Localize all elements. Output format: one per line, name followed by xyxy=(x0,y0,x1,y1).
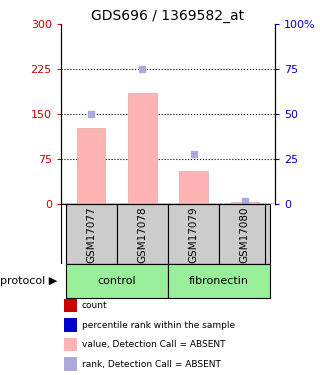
Text: control: control xyxy=(98,276,136,286)
Point xyxy=(191,151,196,157)
Text: GSM17077: GSM17077 xyxy=(86,206,96,262)
Bar xyxy=(180,171,208,204)
Bar xyxy=(219,204,270,264)
Bar xyxy=(117,204,168,264)
Bar xyxy=(168,264,270,298)
Text: fibronectin: fibronectin xyxy=(189,276,249,286)
Bar xyxy=(128,93,156,204)
Text: GSM17079: GSM17079 xyxy=(188,206,198,262)
Text: rank, Detection Call = ABSENT: rank, Detection Call = ABSENT xyxy=(82,360,220,369)
Point xyxy=(140,66,145,72)
Text: value, Detection Call = ABSENT: value, Detection Call = ABSENT xyxy=(82,340,225,349)
Title: GDS696 / 1369582_at: GDS696 / 1369582_at xyxy=(92,9,244,23)
Bar xyxy=(168,204,219,264)
Bar xyxy=(77,128,106,204)
Point xyxy=(89,111,94,117)
Text: GSM17078: GSM17078 xyxy=(138,206,148,262)
Text: GSM17080: GSM17080 xyxy=(240,206,250,262)
Bar xyxy=(66,264,168,298)
Text: protocol ▶: protocol ▶ xyxy=(0,276,58,286)
Bar xyxy=(66,204,117,264)
Point xyxy=(242,198,247,204)
Text: percentile rank within the sample: percentile rank within the sample xyxy=(82,321,235,330)
Bar xyxy=(230,202,259,204)
Text: count: count xyxy=(82,301,107,310)
